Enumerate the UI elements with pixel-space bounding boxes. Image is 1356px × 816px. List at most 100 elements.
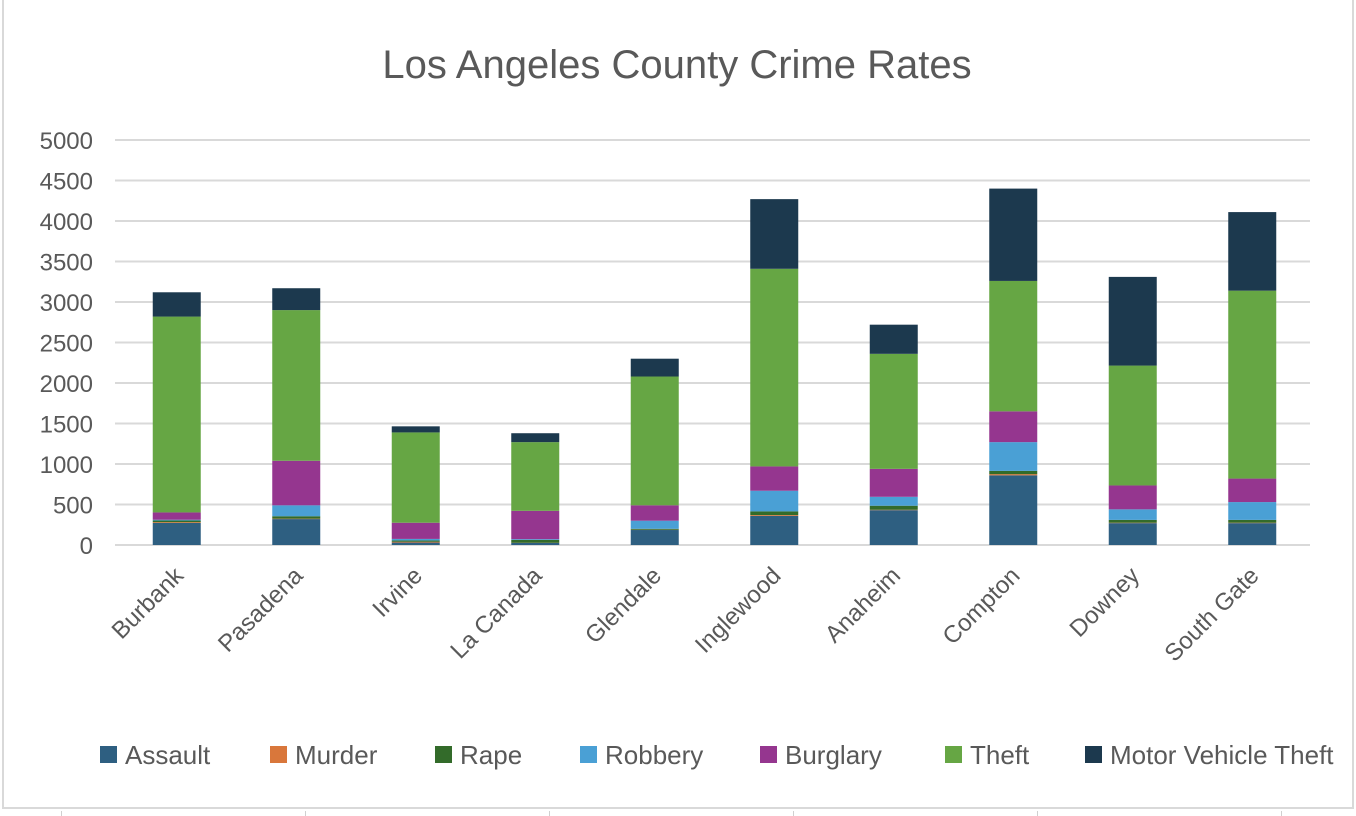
bar-stack-burbank bbox=[152, 292, 201, 545]
bar-segment-motor-vehicle-theft bbox=[511, 433, 560, 443]
x-tick-label: Pasadena bbox=[213, 562, 309, 658]
legend-item-rape: Rape bbox=[435, 740, 522, 770]
bar-segment-motor-vehicle-theft bbox=[1228, 212, 1277, 291]
y-tick-label: 2500 bbox=[40, 331, 93, 358]
y-tick-label: 5000 bbox=[40, 128, 93, 155]
column-guide-tick bbox=[61, 811, 62, 816]
bar-segment-rape bbox=[750, 511, 799, 516]
x-tick-label: South Gate bbox=[1160, 562, 1265, 667]
legend-item-murder: Murder bbox=[270, 740, 378, 770]
y-tick-label: 0 bbox=[80, 533, 93, 560]
legend-label: Rape bbox=[460, 740, 522, 770]
bar-stack-glendale bbox=[630, 358, 679, 545]
bar-segment-theft bbox=[391, 432, 440, 523]
legend-swatch bbox=[270, 746, 287, 763]
x-axis-tick-labels: Burbank Pasadena Irvine La Canada Glendale In… bbox=[107, 561, 1265, 667]
bar-segment-robbery bbox=[869, 496, 918, 506]
bar-stack-downey bbox=[1108, 276, 1157, 545]
bar-segment-assault bbox=[630, 530, 679, 545]
bar-segment-motor-vehicle-theft bbox=[630, 358, 679, 377]
legend-swatch bbox=[435, 746, 452, 763]
bar-segment-theft bbox=[750, 268, 799, 467]
legend-label: Motor Vehicle Theft bbox=[1110, 740, 1334, 770]
legend-swatch bbox=[760, 746, 777, 763]
bar-stack-compton bbox=[989, 188, 1038, 545]
bar-segment-theft bbox=[272, 310, 321, 461]
bar-segment-murder bbox=[750, 515, 799, 516]
bar-stack-la-canada bbox=[511, 433, 560, 545]
bar-stack-inglewood bbox=[750, 199, 799, 545]
bar-segment-rape bbox=[630, 528, 679, 530]
bar-segment-burglary bbox=[1108, 485, 1157, 510]
bars bbox=[152, 188, 1277, 545]
legend-label: Robbery bbox=[605, 740, 703, 770]
bar-segment-assault bbox=[1108, 523, 1157, 545]
legend-label: Theft bbox=[970, 740, 1030, 770]
x-tick-label: Burbank bbox=[107, 561, 190, 644]
bar-segment-assault bbox=[989, 475, 1038, 545]
bar-segment-rape bbox=[1108, 519, 1157, 523]
column-guide-tick bbox=[1281, 811, 1282, 816]
bar-segment-burglary bbox=[272, 460, 321, 506]
bar-segment-theft bbox=[630, 376, 679, 506]
legend-swatch bbox=[945, 746, 962, 763]
bar-segment-murder bbox=[391, 541, 440, 543]
bar-segment-rape bbox=[272, 516, 321, 519]
x-tick-label: Downey bbox=[1065, 562, 1145, 642]
legend-item-robbery: Robbery bbox=[580, 740, 703, 770]
x-tick-label: La Canada bbox=[445, 562, 548, 665]
x-tick-label: Anaheim bbox=[820, 562, 906, 648]
bar-segment-murder bbox=[152, 522, 201, 523]
bar-segment-theft bbox=[511, 442, 560, 511]
y-axis-tick-labels: 0 500 1000 1500 2000 2500 3000 3500 4000 4500 5000 bbox=[40, 128, 93, 560]
bar-segment-robbery bbox=[511, 539, 560, 540]
y-tick-label: 2000 bbox=[40, 371, 93, 398]
bar-segment-burglary bbox=[1228, 478, 1277, 503]
y-tick-label: 3000 bbox=[40, 290, 93, 317]
bar-segment-rape bbox=[1228, 519, 1277, 523]
bar-segment-robbery bbox=[152, 519, 201, 521]
bar-segment-theft bbox=[869, 353, 918, 469]
bar-segment-robbery bbox=[272, 505, 321, 517]
bar-segment-theft bbox=[989, 280, 1038, 412]
x-tick-label: Inglewood bbox=[690, 562, 786, 658]
bar-segment-motor-vehicle-theft bbox=[152, 292, 201, 317]
y-tick-label: 500 bbox=[53, 493, 93, 520]
x-tick-label: Glendale bbox=[580, 562, 667, 649]
legend-label: Murder bbox=[295, 740, 378, 770]
legend-label: Burglary bbox=[785, 740, 882, 770]
legend: Assault Murder Rape Robbery Burglary Theft Mot… bbox=[100, 740, 1334, 770]
bar-stack-irvine bbox=[391, 426, 440, 545]
bar-segment-burglary bbox=[511, 510, 560, 540]
legend-swatch bbox=[1085, 746, 1102, 763]
bar-segment-assault bbox=[869, 510, 918, 545]
bar-segment-rape bbox=[989, 470, 1038, 475]
legend-item-motor-vehicle-theft: Motor Vehicle Theft bbox=[1085, 740, 1334, 770]
bar-segment-theft bbox=[152, 316, 201, 513]
legend-swatch bbox=[100, 746, 117, 763]
bar-segment-rape bbox=[511, 539, 560, 543]
bar-segment-robbery bbox=[391, 538, 440, 541]
bar-segment-assault bbox=[391, 542, 440, 545]
bar-segment-robbery bbox=[750, 490, 799, 512]
bar-segment-rape bbox=[391, 540, 440, 542]
bar-segment-robbery bbox=[1108, 509, 1157, 520]
bar-segment-theft bbox=[1108, 365, 1157, 486]
y-tick-label: 4000 bbox=[40, 209, 93, 236]
legend-label: Assault bbox=[125, 740, 211, 770]
legend-swatch bbox=[580, 746, 597, 763]
legend-item-burglary: Burglary bbox=[760, 740, 882, 770]
chart-title: Los Angeles County Crime Rates bbox=[382, 43, 971, 87]
bar-segment-murder bbox=[989, 474, 1038, 476]
bar-segment-burglary bbox=[391, 522, 440, 539]
bar-segment-rape bbox=[869, 505, 918, 510]
bar-segment-burglary bbox=[750, 466, 799, 491]
y-tick-label: 1000 bbox=[40, 452, 93, 479]
bar-segment-rape bbox=[152, 520, 201, 523]
column-guide-tick bbox=[1037, 811, 1038, 816]
bar-segment-robbery bbox=[630, 520, 679, 529]
y-tick-label: 1500 bbox=[40, 412, 93, 439]
bar-segment-robbery bbox=[1228, 502, 1277, 520]
bar-segment-theft bbox=[1228, 290, 1277, 479]
bar-segment-motor-vehicle-theft bbox=[750, 199, 799, 269]
